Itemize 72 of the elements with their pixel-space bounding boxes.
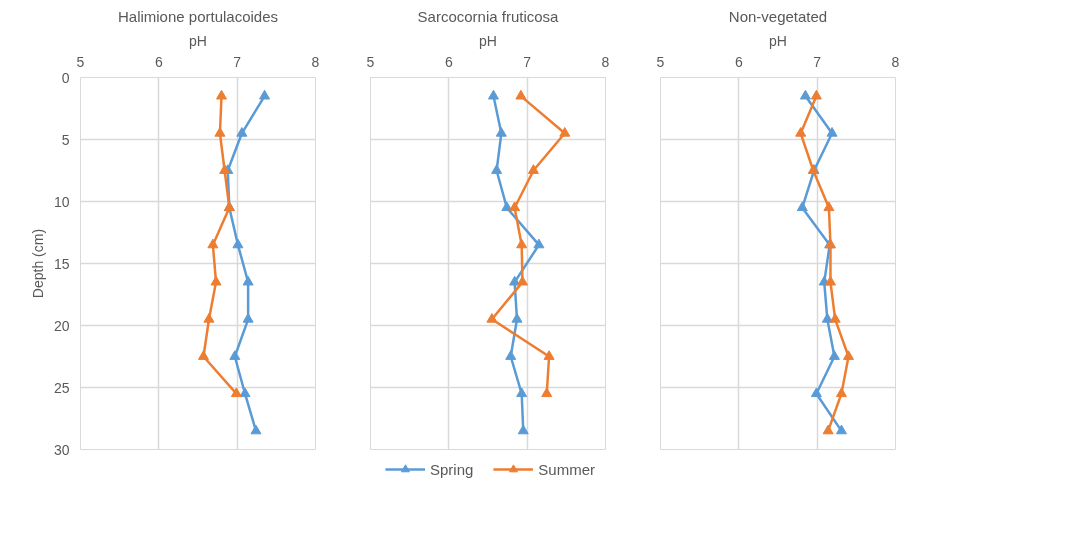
point: [505, 350, 517, 360]
point: [829, 313, 841, 323]
point: [495, 127, 507, 137]
point: [511, 313, 523, 323]
point: [197, 350, 209, 360]
y-tick-label: 5: [61, 131, 70, 148]
point: [823, 201, 835, 212]
point: [516, 387, 528, 398]
point: [527, 164, 539, 174]
point: [796, 201, 808, 212]
point: [826, 127, 838, 137]
x-tick-label: 7: [813, 53, 822, 70]
point: [821, 313, 833, 323]
x-tick-label: 5: [76, 53, 85, 70]
point: [229, 350, 241, 360]
point: [516, 238, 528, 249]
y-tick-label: 15: [53, 255, 70, 272]
x-axis-title: pH: [769, 32, 787, 49]
y-tick-label: 25: [53, 379, 70, 396]
x-tick-label: 5: [366, 53, 375, 70]
point: [843, 350, 854, 360]
x-tick-label: 7: [233, 53, 242, 70]
point: [230, 387, 242, 398]
point: [541, 387, 553, 398]
x-tick-label: 7: [523, 53, 532, 70]
point: [239, 387, 251, 398]
point: [559, 127, 571, 137]
point: [822, 424, 834, 435]
point: [835, 387, 847, 398]
point: [835, 424, 847, 435]
x-tick-label: 6: [444, 53, 453, 70]
point: [242, 275, 254, 286]
point: [795, 127, 807, 137]
point: [810, 89, 822, 100]
point: [214, 127, 226, 137]
y-tick-label: 10: [53, 193, 70, 210]
legend-label: Spring: [429, 460, 474, 478]
point: [210, 275, 222, 286]
point: [236, 127, 248, 137]
point: [232, 238, 244, 249]
x-tick-label: 5: [656, 53, 665, 70]
point: [515, 89, 527, 100]
point: [810, 387, 822, 398]
y-tick-label: 20: [53, 317, 70, 334]
x-axis-title: pH: [479, 32, 497, 49]
x-tick-label: 8: [601, 53, 610, 70]
point: [259, 89, 271, 100]
point: [491, 164, 503, 174]
point: [533, 238, 545, 249]
point: [509, 201, 521, 212]
y-axis-title: Depth (cm): [29, 228, 46, 299]
x-axis-title: pH: [189, 32, 207, 49]
y-tick-label: 0: [61, 69, 70, 86]
x-tick-label: 6: [154, 53, 163, 70]
point: [242, 313, 254, 323]
point: [828, 350, 840, 360]
x-tick-label: 8: [891, 53, 900, 70]
y-tick-label: 30: [53, 441, 70, 458]
x-tick-label: 8: [311, 53, 320, 70]
point: [207, 238, 219, 249]
point: [486, 313, 498, 323]
chart-title: Non-vegetated: [728, 7, 828, 25]
point: [799, 89, 811, 100]
point: [487, 89, 499, 100]
point: [543, 350, 555, 360]
x-tick-label: 6: [734, 53, 743, 70]
chart-title: Halimione portulacoides: [117, 7, 279, 25]
legend-label: Summer: [538, 460, 595, 478]
point: [250, 424, 262, 435]
point: [216, 89, 227, 100]
chart-title: Sarcocornia fruticosa: [417, 7, 560, 25]
point: [203, 313, 215, 323]
